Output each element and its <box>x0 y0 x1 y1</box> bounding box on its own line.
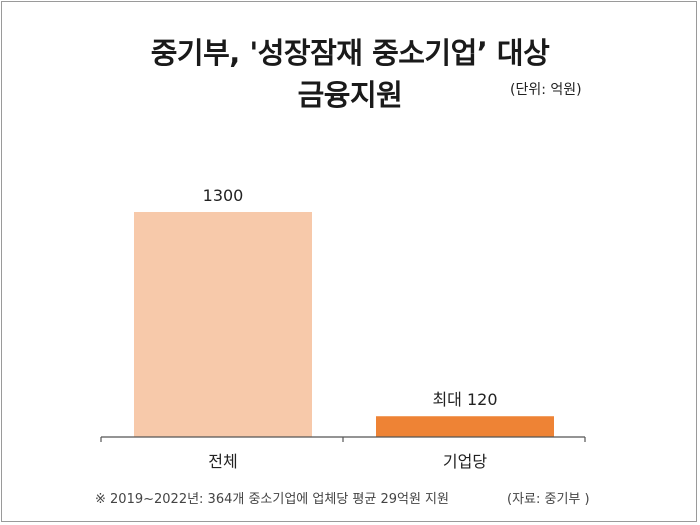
category-label-total: 전체 <box>208 452 237 471</box>
chart-title-line2: 금융지원 <box>297 78 403 112</box>
data-label-total: 1300 <box>203 186 244 205</box>
unit-label: (단위: 억원) <box>510 82 582 98</box>
footnote: ※ 2019~2022년: 364개 중소기업에 업체당 평균 29억원 지원 <box>95 492 449 507</box>
bar-per-company <box>376 416 554 437</box>
category-label-per-company: 기업당 <box>443 452 487 471</box>
data-label-per-company: 최대 120 <box>432 390 497 409</box>
chart-title-line1: 중기부, '성장잠재 중소기업’ 대상 <box>150 36 550 70</box>
source-label: (자료: 중기부 ) <box>507 492 590 507</box>
bar-total <box>134 212 312 437</box>
